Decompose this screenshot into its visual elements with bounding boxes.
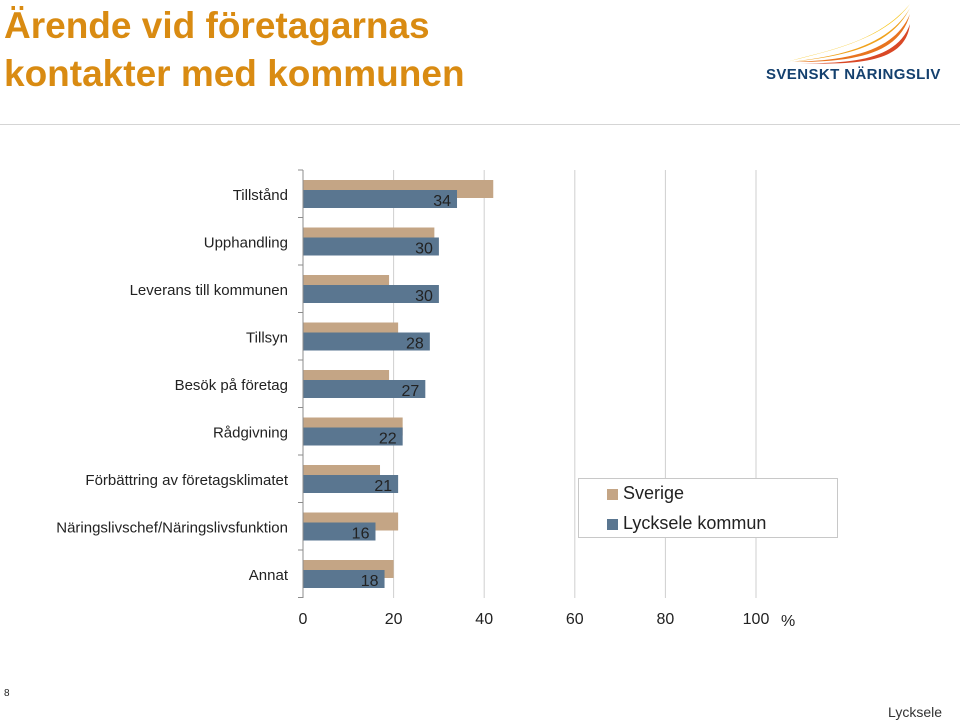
data-label-lycksele: 18: [361, 573, 379, 590]
data-label-lycksele: 30: [415, 241, 433, 258]
legend-label-sverige: Sverige: [623, 483, 685, 503]
data-label-lycksele: 34: [433, 193, 451, 210]
svenskt-naringsliv-logo: SVENSKT NÄRINGSLIV: [760, 2, 950, 88]
legend-swatch-lycksele: [607, 519, 618, 530]
bar-lycksele: [303, 475, 399, 493]
title-line-2: kontakter med kommunen: [4, 53, 465, 94]
category-label: Tillstånd: [233, 187, 288, 204]
bar-lycksele: [303, 380, 426, 398]
x-tick-label: 100: [743, 611, 770, 628]
bar-lycksele: [303, 237, 439, 256]
bar-lycksele: [303, 570, 385, 588]
category-label: Upphandling: [204, 235, 288, 252]
legend-swatch-sverige: [607, 489, 618, 500]
x-tick-label: 40: [475, 611, 493, 628]
category-label: Leverans till kommunen: [130, 282, 288, 299]
header-divider: [0, 124, 960, 125]
x-axis-unit: %: [781, 613, 795, 630]
legend-item-sverige: Sverige: [607, 483, 685, 504]
chart-legend: Sverige Lycksele kommun: [578, 478, 838, 538]
data-label-lycksele: 21: [374, 478, 392, 495]
logo-text: SVENSKT NÄRINGSLIV: [766, 66, 941, 83]
data-label-lycksele: 22: [379, 431, 397, 448]
bar-lycksele: [303, 522, 376, 541]
page-title: Ärende vid företagarnas kontakter med ko…: [4, 2, 465, 98]
bar-lycksele: [303, 285, 439, 303]
category-label: Tillsyn: [246, 330, 288, 347]
title-line-1: Ärende vid företagarnas: [4, 5, 430, 46]
category-label: Besök på företag: [175, 377, 288, 394]
data-label-lycksele: 28: [406, 336, 424, 353]
flame-icon: [786, 4, 910, 64]
bar-lycksele: [303, 332, 430, 351]
bar-lycksele: [303, 427, 403, 446]
x-tick-label: 80: [657, 611, 675, 628]
x-tick-label: 60: [566, 611, 584, 628]
footer-text: Lycksele: [888, 704, 942, 720]
category-label: Näringslivschef/Näringslivsfunktion: [56, 520, 288, 537]
chart-axis: 0 20 40 60 80 100%: [298, 169, 795, 630]
category-label: Förbättring av företagsklimatet: [85, 472, 288, 489]
legend-item-lycksele: Lycksele kommun: [607, 513, 767, 534]
chart-labels: Tillstånd 34 Upphandling 30 Leverans till ko…: [56, 187, 451, 590]
legend-label-lycksele: Lycksele kommun: [623, 513, 767, 533]
bar-lycksele: [303, 190, 458, 208]
chart-bars: [303, 180, 494, 588]
x-tick-label: 0: [299, 611, 308, 628]
category-label: Annat: [249, 567, 289, 584]
data-label-lycksele: 27: [402, 383, 420, 400]
data-label-lycksele: 30: [415, 288, 433, 305]
data-label-lycksele: 16: [352, 526, 370, 543]
category-label: Rådgivning: [213, 425, 288, 442]
x-tick-label: 20: [385, 611, 403, 628]
page-number: 8: [4, 688, 10, 699]
